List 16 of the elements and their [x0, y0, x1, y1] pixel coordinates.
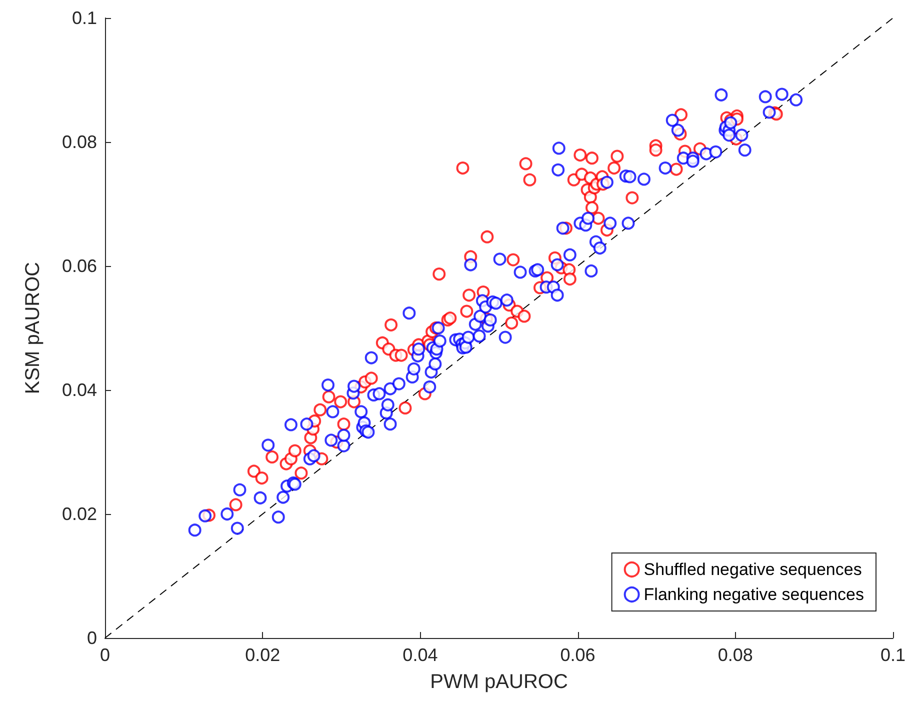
x-tick-label: 0.04	[402, 645, 438, 665]
x-axis-title: PWM pAUROC	[430, 671, 568, 693]
y-tick-label: 0	[86, 628, 97, 648]
y-tick-label: 0.02	[62, 504, 97, 524]
y-tick-label: 0.08	[62, 132, 97, 152]
legend-label: Shuffled negative sequences	[644, 560, 862, 579]
x-tick-label: 0.08	[718, 645, 753, 665]
y-tick-label: 0.04	[62, 380, 97, 400]
legend-label: Flanking negative sequences	[644, 585, 864, 604]
x-tick-label: 0.1	[880, 645, 906, 665]
x-tick-label: 0	[100, 645, 110, 665]
y-axis-title: KSM pAUROC	[22, 262, 44, 394]
y-tick-label: 0.1	[72, 8, 97, 28]
x-tick-label: 0.02	[245, 645, 280, 665]
y-tick-label: 0.06	[62, 256, 97, 276]
x-tick-label: 0.06	[560, 645, 596, 665]
